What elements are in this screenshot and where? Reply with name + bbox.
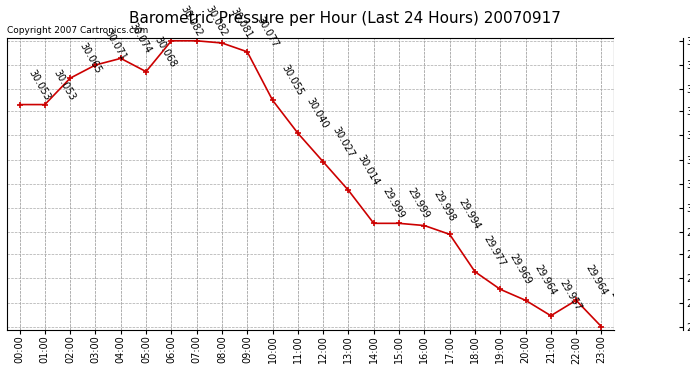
Text: 29.969: 29.969 xyxy=(507,252,533,286)
Text: 29.999: 29.999 xyxy=(381,186,406,220)
Text: 30.053: 30.053 xyxy=(52,68,77,102)
Text: 30.077: 30.077 xyxy=(254,15,279,49)
Text: 30.040: 30.040 xyxy=(305,96,331,130)
Text: 30.027: 30.027 xyxy=(330,124,355,159)
Text: 29.964: 29.964 xyxy=(583,263,609,297)
Text: 30.065: 30.065 xyxy=(77,41,103,75)
Text: 29.952: 29.952 xyxy=(609,290,634,324)
Text: 30.082: 30.082 xyxy=(178,4,204,38)
Text: 30.071: 30.071 xyxy=(102,28,128,62)
Text: 29.964: 29.964 xyxy=(533,263,558,297)
Text: Barometric Pressure per Hour (Last 24 Hours) 20070917: Barometric Pressure per Hour (Last 24 Ho… xyxy=(129,11,561,26)
Text: 29.998: 29.998 xyxy=(431,189,457,223)
Text: 30.068: 30.068 xyxy=(153,35,179,69)
Text: 30.082: 30.082 xyxy=(204,4,229,38)
Text: 30.081: 30.081 xyxy=(229,6,255,40)
Text: 30.055: 30.055 xyxy=(279,63,305,98)
Text: 30.053: 30.053 xyxy=(26,68,52,102)
Text: 29.999: 29.999 xyxy=(406,186,431,220)
Text: 29.957: 29.957 xyxy=(558,279,584,313)
Text: 30.014: 30.014 xyxy=(355,153,381,188)
Text: 29.994: 29.994 xyxy=(457,197,482,231)
Text: 30.074: 30.074 xyxy=(128,21,153,56)
Text: Copyright 2007 Cartronics.com: Copyright 2007 Cartronics.com xyxy=(7,26,148,34)
Text: 29.977: 29.977 xyxy=(482,234,508,269)
